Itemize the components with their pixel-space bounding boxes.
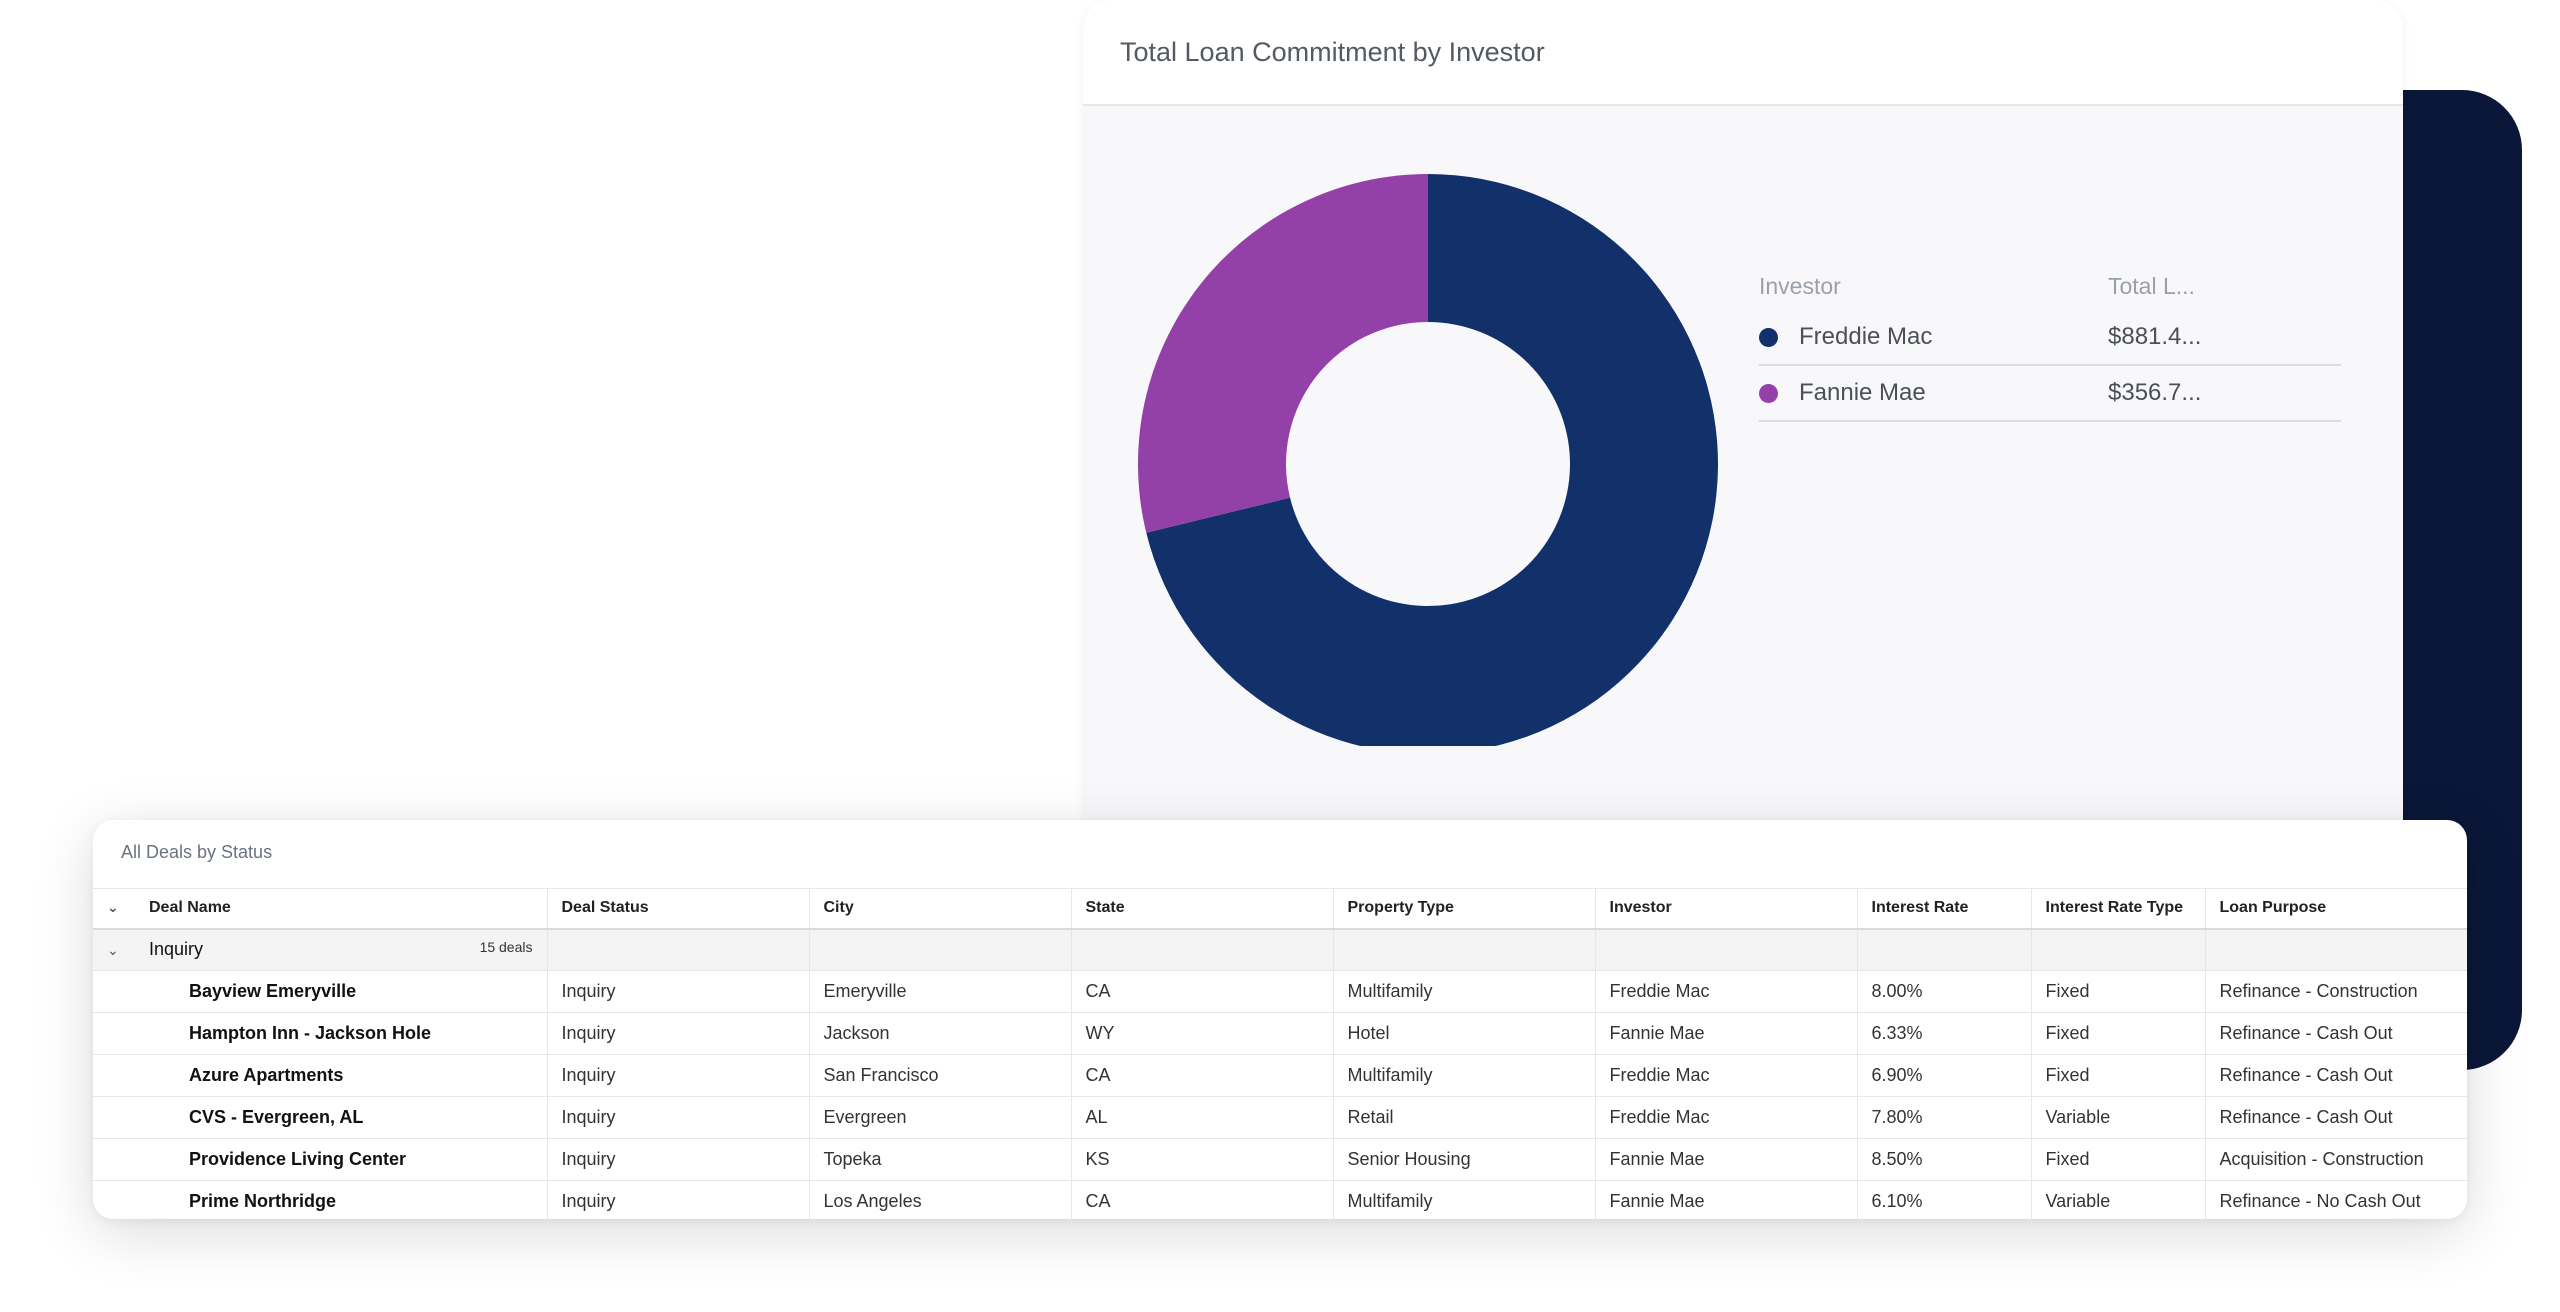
cell-interest-rate: 6.90%: [1856, 1054, 2031, 1097]
column-header-loan-purpose[interactable]: Loan Purpose: [2204, 888, 2467, 929]
cell-interest-rate-type: Variable: [2030, 1180, 2205, 1219]
group-count-badge: 15 deals: [479, 939, 533, 956]
cell-interest-rate: 8.50%: [1856, 1138, 2031, 1181]
legend-item-total: $881.4...: [2108, 323, 2202, 350]
table-row[interactable]: Bayview Emeryville Inquiry Emeryville CA Mul…: [93, 970, 2467, 1013]
column-header-interest-rate[interactable]: Interest Rate: [1856, 888, 2031, 929]
cell-property-type: Hotel: [1332, 1012, 1595, 1055]
cell-state: CA: [1070, 1054, 1333, 1097]
group-label: Inquiry: [149, 939, 204, 960]
cell-state: AL: [1070, 1096, 1333, 1139]
table-row[interactable]: CVS - Evergreen, AL Inquiry Evergreen AL Ret…: [93, 1096, 2467, 1139]
donut-chart: [1138, 174, 1718, 746]
legend-header: Investor Total L...: [1759, 262, 2341, 310]
cell-interest-rate: 7.80%: [1856, 1096, 2031, 1139]
legend-item-label: Fannie Mae: [1799, 379, 1926, 406]
cell-city: Topeka: [808, 1138, 1071, 1181]
cell-deal-status: Inquiry: [546, 1054, 809, 1097]
cell-investor: Freddie Mac: [1594, 1054, 1857, 1097]
cell-state: KS: [1070, 1138, 1333, 1181]
column-header-property-type[interactable]: Property Type: [1332, 888, 1595, 929]
cell-property-type: Senior Housing: [1332, 1138, 1595, 1181]
legend-dot-icon: [1759, 327, 1778, 347]
column-header-city[interactable]: City: [808, 888, 1071, 929]
cell-loan-purpose: Refinance - Construction: [2204, 970, 2467, 1013]
cell-city: Evergreen: [808, 1096, 1071, 1139]
group-row-inquiry[interactable]: ⌄ Inquiry 15 deals: [93, 928, 2467, 971]
column-header-deal-status[interactable]: Deal Status: [546, 888, 809, 929]
donut-slice-fannie-mae[interactable]: [1138, 174, 1428, 533]
cell-deal-status: Inquiry: [546, 1096, 809, 1139]
cell-loan-purpose: Refinance - Cash Out: [2204, 1012, 2467, 1055]
cell-interest-rate: 6.33%: [1856, 1012, 2031, 1055]
cell-interest-rate: 6.10%: [1856, 1180, 2031, 1219]
legend-item-fannie-mae[interactable]: Fannie Mae $356.7...: [1759, 366, 2341, 422]
cell-investor: Fannie Mae: [1594, 1180, 1857, 1219]
table-row[interactable]: Prime Northridge Inquiry Los Angeles CA Mult…: [93, 1180, 2467, 1219]
cell-interest-rate-type: Variable: [2030, 1096, 2205, 1139]
cell-property-type: Retail: [1332, 1096, 1595, 1139]
cell-deal-name: Bayview Emeryville: [189, 981, 357, 1001]
column-header-state[interactable]: State: [1070, 888, 1333, 929]
loan-commitment-chart-card: Total Loan Commitment by Investor Invest…: [1083, 0, 2403, 840]
collapse-all-chevron-icon[interactable]: ⌄: [107, 899, 119, 916]
cell-loan-purpose: Refinance - Cash Out: [2204, 1096, 2467, 1139]
cell-deal-status: Inquiry: [546, 1138, 809, 1181]
legend-item-freddie-mac[interactable]: Freddie Mac $881.4...: [1759, 310, 2341, 366]
chart-legend: Investor Total L... Freddie Mac $881.4..…: [1759, 262, 2341, 422]
cell-property-type: Multifamily: [1332, 1054, 1595, 1097]
donut-slice-freddie-mac[interactable]: [1146, 174, 1718, 746]
cell-interest-rate-type: Fixed: [2030, 970, 2205, 1013]
cell-interest-rate-type: Fixed: [2030, 1138, 2205, 1181]
cell-city: Emeryville: [808, 970, 1071, 1013]
cell-investor: Fannie Mae: [1594, 1138, 1857, 1181]
cell-interest-rate-type: Fixed: [2030, 1012, 2205, 1055]
group-collapse-chevron-icon[interactable]: ⌄: [107, 942, 119, 959]
cell-investor: Freddie Mac: [1594, 1096, 1857, 1139]
cell-loan-purpose: Refinance - Cash Out: [2204, 1054, 2467, 1097]
cell-deal-status: Inquiry: [546, 1180, 809, 1219]
cell-city: Los Angeles: [808, 1180, 1071, 1219]
cell-deal-name: Providence Living Center: [189, 1149, 407, 1169]
legend-item-label: Freddie Mac: [1799, 323, 1933, 350]
cell-property-type: Multifamily: [1332, 970, 1595, 1013]
deals-table: ⌄ Deal Name Deal Status City State Proper…: [93, 888, 2467, 1219]
cell-city: Jackson: [808, 1012, 1071, 1055]
legend-dot-icon: [1759, 383, 1778, 403]
cell-property-type: Multifamily: [1332, 1180, 1595, 1219]
cell-state: CA: [1070, 1180, 1333, 1219]
cell-deal-status: Inquiry: [546, 970, 809, 1013]
cell-interest-rate-type: Fixed: [2030, 1054, 2205, 1097]
cell-loan-purpose: Acquisition - Construction: [2204, 1138, 2467, 1181]
cell-state: CA: [1070, 970, 1333, 1013]
legend-item-total: $356.7...: [2108, 379, 2202, 406]
cell-deal-name: Azure Apartments: [189, 1065, 344, 1085]
cell-deal-name: Prime Northridge: [189, 1191, 337, 1211]
cell-investor: Freddie Mac: [1594, 970, 1857, 1013]
cell-interest-rate: 8.00%: [1856, 970, 2031, 1013]
chart-title: Total Loan Commitment by Investor: [1120, 36, 1545, 67]
cell-deal-name: Hampton Inn - Jackson Hole: [189, 1023, 432, 1043]
column-header-investor[interactable]: Investor: [1594, 888, 1857, 929]
cell-investor: Fannie Mae: [1594, 1012, 1857, 1055]
table-header-row: ⌄ Deal Name Deal Status City State Proper…: [93, 888, 2467, 929]
cell-city: San Francisco: [808, 1054, 1071, 1097]
legend-header-total[interactable]: Total L...: [2108, 272, 2195, 299]
cell-state: WY: [1070, 1012, 1333, 1055]
table-row[interactable]: Providence Living Center Inquiry Topeka KS S…: [93, 1138, 2467, 1181]
table-row[interactable]: Azure Apartments Inquiry San Francisco CA Mu…: [93, 1054, 2467, 1097]
cell-deal-status: Inquiry: [546, 1012, 809, 1055]
column-header-interest-rate-type[interactable]: Interest Rate Type: [2030, 888, 2205, 929]
legend-header-investor[interactable]: Investor: [1759, 272, 1841, 299]
table-title: All Deals by Status: [121, 842, 273, 862]
column-header-deal-name[interactable]: ⌄ Deal Name: [107, 899, 231, 917]
deals-table-card: All Deals by Status ⌄ Deal Name Deal Stat…: [93, 820, 2467, 1219]
cell-loan-purpose: Refinance - No Cash Out: [2204, 1180, 2467, 1219]
table-row[interactable]: Hampton Inn - Jackson Hole Inquiry Jackson…: [93, 1012, 2467, 1055]
chart-header: Total Loan Commitment by Investor: [1083, 0, 2403, 106]
cell-deal-name: CVS - Evergreen, AL: [189, 1107, 364, 1127]
